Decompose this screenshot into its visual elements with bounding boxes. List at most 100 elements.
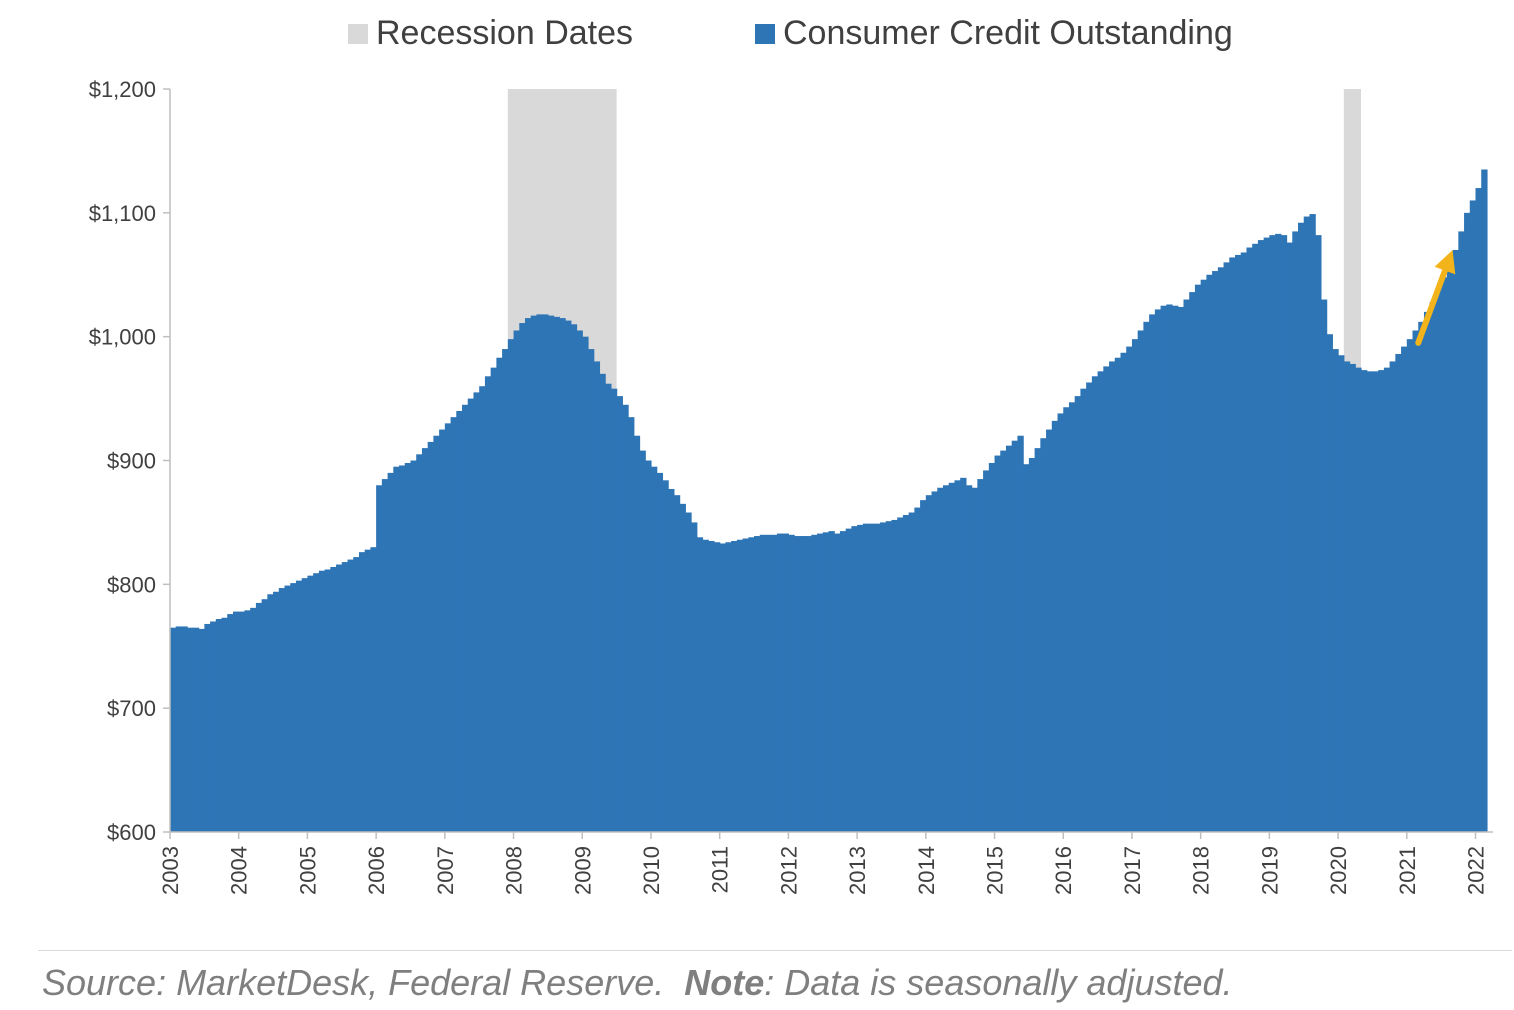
data-bar xyxy=(439,429,446,832)
source-note: Source: MarketDesk, Federal Reserve. Not… xyxy=(42,962,1233,1004)
data-bar xyxy=(633,435,641,832)
data-bar xyxy=(227,614,234,832)
data-bar xyxy=(805,536,812,832)
data-bar xyxy=(754,536,761,832)
data-bar xyxy=(1338,355,1345,832)
data-bar xyxy=(1446,264,1454,833)
data-bar xyxy=(1183,299,1190,832)
data-bar xyxy=(1017,435,1024,832)
data-bar xyxy=(788,534,795,832)
data-bar xyxy=(1378,370,1385,832)
data-bar xyxy=(1263,237,1270,833)
data-bar xyxy=(1189,292,1196,833)
data-bar xyxy=(994,455,1001,832)
data-bar xyxy=(427,441,434,832)
data-bar xyxy=(582,336,589,832)
annotations xyxy=(1415,249,1456,346)
data-bar xyxy=(479,386,486,832)
data-bar xyxy=(794,536,801,832)
data-bar xyxy=(1269,235,1276,832)
data-bar xyxy=(1412,330,1419,832)
data-bar xyxy=(187,627,194,832)
data-bar xyxy=(290,583,297,832)
data-bar xyxy=(1383,367,1391,833)
data-bar xyxy=(376,485,383,832)
data-bar xyxy=(570,324,578,832)
data-bar xyxy=(759,534,767,832)
data-bar xyxy=(862,523,870,832)
data-bar xyxy=(943,485,950,832)
data-bar xyxy=(1080,388,1087,832)
data-bar xyxy=(965,485,973,832)
data-bar xyxy=(576,330,583,832)
data-bar xyxy=(1154,309,1162,832)
data-bar xyxy=(1303,216,1311,833)
data-bar xyxy=(1298,222,1305,833)
data-bar xyxy=(1441,277,1448,833)
x-tick-label: 2018 xyxy=(1189,846,1214,895)
data-bar xyxy=(1206,274,1213,832)
data-bar xyxy=(1160,305,1167,833)
data-bar xyxy=(364,549,372,832)
data-bar xyxy=(1063,407,1070,832)
data-bar xyxy=(192,627,200,832)
data-bar xyxy=(725,542,732,832)
data-bar xyxy=(1355,367,1362,833)
data-bar xyxy=(885,521,893,832)
data-bar xyxy=(1217,267,1225,832)
data-bar xyxy=(1320,299,1328,832)
data-bar xyxy=(1046,429,1053,832)
data-bar xyxy=(507,339,515,832)
x-tick-label: 2011 xyxy=(708,846,733,893)
note-text: : Data is seasonally adjusted. xyxy=(764,962,1233,1003)
data-bar xyxy=(170,627,177,832)
data-bar xyxy=(1366,371,1374,832)
data-bar xyxy=(467,398,475,832)
data-bar xyxy=(181,626,188,832)
data-bar xyxy=(662,480,669,832)
data-bar xyxy=(685,512,692,832)
legend-item-recession: Recession Dates xyxy=(348,14,633,53)
data-bar xyxy=(330,567,337,832)
data-bar xyxy=(1423,311,1431,832)
data-bar xyxy=(1395,354,1402,832)
data-bar xyxy=(1429,301,1437,832)
data-bar xyxy=(513,330,520,832)
data-bar xyxy=(1372,371,1379,832)
data-bar xyxy=(1097,371,1104,832)
data-bar xyxy=(616,396,623,832)
data-bar xyxy=(891,519,898,832)
data-bar xyxy=(347,559,354,832)
data-bar xyxy=(1051,420,1059,832)
data-bar xyxy=(1475,188,1482,832)
legend-label-recession: Recession Dates xyxy=(376,14,634,52)
data-bar xyxy=(307,575,314,832)
data-bar xyxy=(1235,254,1242,832)
x-tick-label: 2022 xyxy=(1464,846,1489,895)
data-bar xyxy=(937,487,944,832)
data-bar xyxy=(324,569,331,832)
data-bar xyxy=(1131,339,1139,832)
data-bar xyxy=(393,466,400,832)
data-bar xyxy=(908,512,915,832)
series-bars xyxy=(170,169,1488,833)
x-tick-label: 2009 xyxy=(570,846,595,895)
data-bar xyxy=(1109,361,1116,832)
data-bar xyxy=(645,460,652,832)
data-bar xyxy=(1223,262,1230,832)
data-bar xyxy=(502,349,509,832)
data-bar xyxy=(1360,370,1368,832)
data-bar xyxy=(1143,321,1150,832)
data-bar xyxy=(593,361,601,832)
data-bar xyxy=(673,495,681,832)
data-bar xyxy=(742,538,749,832)
data-bar xyxy=(1326,334,1333,832)
data-bar xyxy=(822,532,830,832)
data-bar xyxy=(1315,235,1322,832)
data-bar xyxy=(238,611,246,832)
data-bar xyxy=(902,514,910,832)
data-bar xyxy=(1343,361,1351,832)
x-tick-label: 2004 xyxy=(227,846,252,895)
data-bar xyxy=(765,534,772,832)
data-bar xyxy=(782,533,789,832)
